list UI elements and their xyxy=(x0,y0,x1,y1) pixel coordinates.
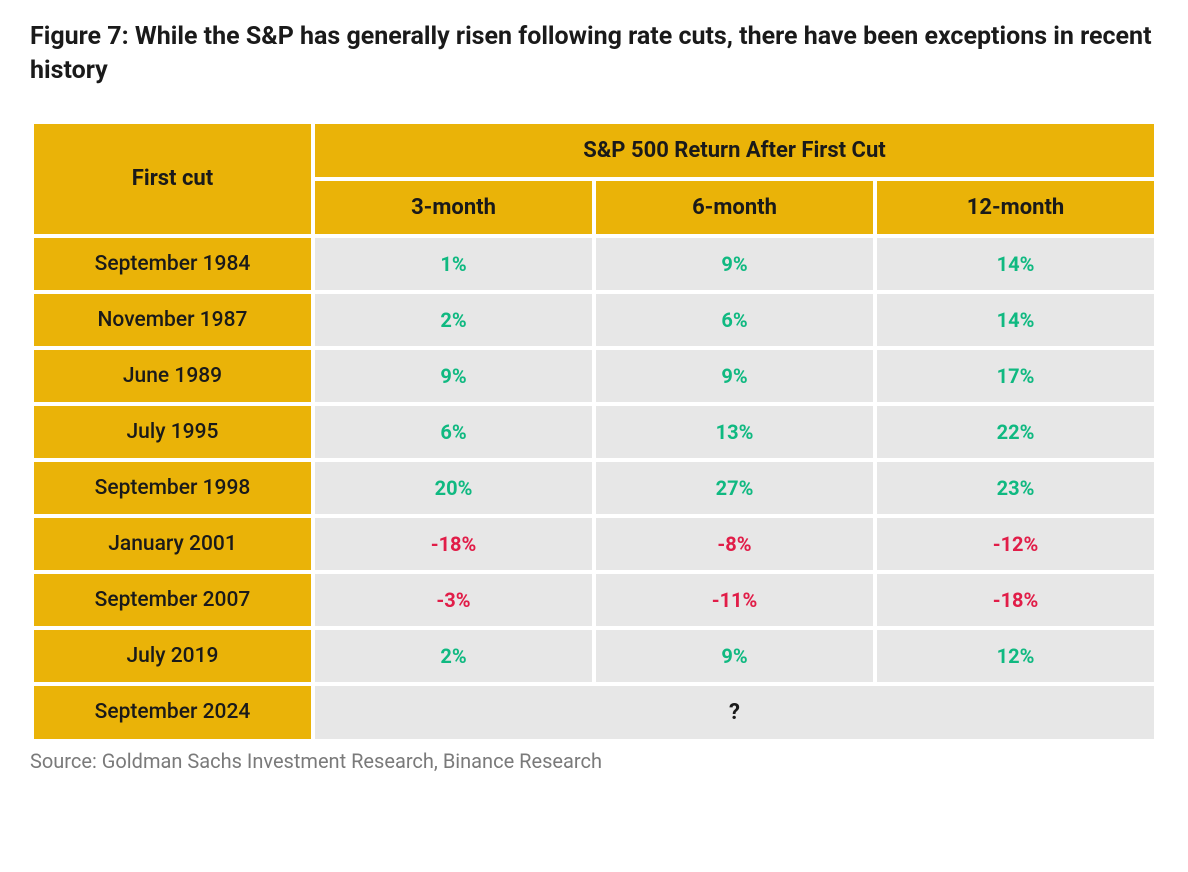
data-cell: 6% xyxy=(315,406,592,458)
source-attribution: Source: Goldman Sachs Investment Researc… xyxy=(30,749,1158,773)
data-cell: 2% xyxy=(315,294,592,346)
header-12-month: 12-month xyxy=(877,181,1154,234)
row-label: July 2019 xyxy=(34,630,311,682)
data-cell: 9% xyxy=(596,630,873,682)
table-row-final: September 2024? xyxy=(34,686,1154,739)
row-label: November 1987 xyxy=(34,294,311,346)
data-cell: -8% xyxy=(596,518,873,570)
data-cell: 22% xyxy=(877,406,1154,458)
header-6-month: 6-month xyxy=(596,181,873,234)
table-row: June 19899%9%17% xyxy=(34,350,1154,402)
data-cell: 9% xyxy=(596,350,873,402)
table-row: January 2001-18%-8%-12% xyxy=(34,518,1154,570)
row-label: January 2001 xyxy=(34,518,311,570)
table-row: September 19841%9%14% xyxy=(34,238,1154,290)
figure-title: Figure 7: While the S&P has generally ri… xyxy=(30,20,1158,88)
header-first-cut: First cut xyxy=(34,124,311,234)
header-3-month: 3-month xyxy=(315,181,592,234)
data-cell: 2% xyxy=(315,630,592,682)
row-label: July 1995 xyxy=(34,406,311,458)
question-mark-cell: ? xyxy=(315,686,1154,739)
data-cell: -11% xyxy=(596,574,873,626)
table-row: November 19872%6%14% xyxy=(34,294,1154,346)
data-cell: 12% xyxy=(877,630,1154,682)
data-cell: 20% xyxy=(315,462,592,514)
data-cell: -18% xyxy=(877,574,1154,626)
data-cell: 23% xyxy=(877,462,1154,514)
data-cell: 9% xyxy=(315,350,592,402)
data-cell: -12% xyxy=(877,518,1154,570)
data-cell: 13% xyxy=(596,406,873,458)
row-label: September 1984 xyxy=(34,238,311,290)
data-cell: 27% xyxy=(596,462,873,514)
row-label: June 1989 xyxy=(34,350,311,402)
sp500-return-table: First cut S&P 500 Return After First Cut… xyxy=(30,120,1158,743)
row-label: September 2007 xyxy=(34,574,311,626)
row-label: September 2024 xyxy=(34,686,311,739)
table-row: July 20192%9%12% xyxy=(34,630,1154,682)
header-span-returns: S&P 500 Return After First Cut xyxy=(315,124,1154,177)
table-row: July 19956%13%22% xyxy=(34,406,1154,458)
data-cell: 14% xyxy=(877,238,1154,290)
data-cell: -18% xyxy=(315,518,592,570)
data-cell: 6% xyxy=(596,294,873,346)
data-cell: 9% xyxy=(596,238,873,290)
row-label: September 1998 xyxy=(34,462,311,514)
data-cell: 14% xyxy=(877,294,1154,346)
data-cell: 1% xyxy=(315,238,592,290)
table-row: September 199820%27%23% xyxy=(34,462,1154,514)
data-cell: -3% xyxy=(315,574,592,626)
data-cell: 17% xyxy=(877,350,1154,402)
table-row: September 2007-3%-11%-18% xyxy=(34,574,1154,626)
